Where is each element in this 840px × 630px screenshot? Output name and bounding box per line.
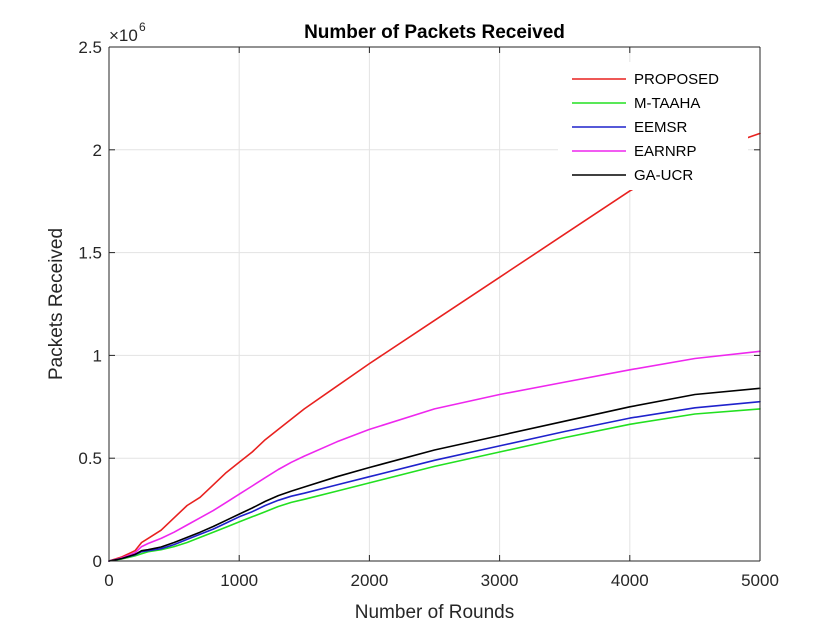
legend: PROPOSED M-TAAHA EEMSR EARNRP GA-UCR <box>558 62 748 190</box>
legend-label-earnrp: EARNRP <box>634 143 697 160</box>
y-exponent-power: 6 <box>139 20 146 34</box>
x-axis-label: Number of Rounds <box>355 602 514 623</box>
x-tick-label: 2000 <box>350 571 388 590</box>
tick-labels: 0 1000 2000 3000 4000 5000 0 0.5 1 1.5 2 2.5 <box>78 38 779 590</box>
series-line-ga-ucr <box>108 387 761 562</box>
x-tick-label: 5000 <box>741 571 779 590</box>
legend-label-m-taaha: M-TAAHA <box>634 95 700 112</box>
x-tick-label: 4000 <box>611 571 649 590</box>
series-lines <box>108 132 761 562</box>
series-line-proposed <box>108 132 761 562</box>
y-tick-label: 0 <box>93 552 102 571</box>
legend-label-eemsr: EEMSR <box>634 119 688 136</box>
series-line-eemsr <box>108 400 761 562</box>
series-line-m-taaha <box>108 408 761 562</box>
y-exponent-base: ×10 <box>109 26 138 45</box>
legend-label-ga-ucr: GA-UCR <box>634 167 693 184</box>
y-tick-label: 2 <box>93 141 102 160</box>
y-tick-label: 1.5 <box>78 244 102 263</box>
chart-title: Number of Packets Received <box>304 22 565 43</box>
x-tick-label: 3000 <box>481 571 519 590</box>
series-line-earnrp <box>108 350 761 562</box>
legend-box <box>558 62 748 190</box>
x-tick-label: 0 <box>104 571 113 590</box>
y-tick-label: 0.5 <box>78 449 102 468</box>
axes-box <box>108 46 761 562</box>
ticks <box>108 46 761 562</box>
y-axis-label: Packets Received <box>46 228 67 380</box>
y-exponent: ×10 6 <box>109 20 146 45</box>
y-tick-label: 2.5 <box>78 38 102 57</box>
x-tick-label: 1000 <box>220 571 258 590</box>
legend-label-proposed: PROPOSED <box>634 71 719 88</box>
y-tick-label: 1 <box>93 346 102 365</box>
